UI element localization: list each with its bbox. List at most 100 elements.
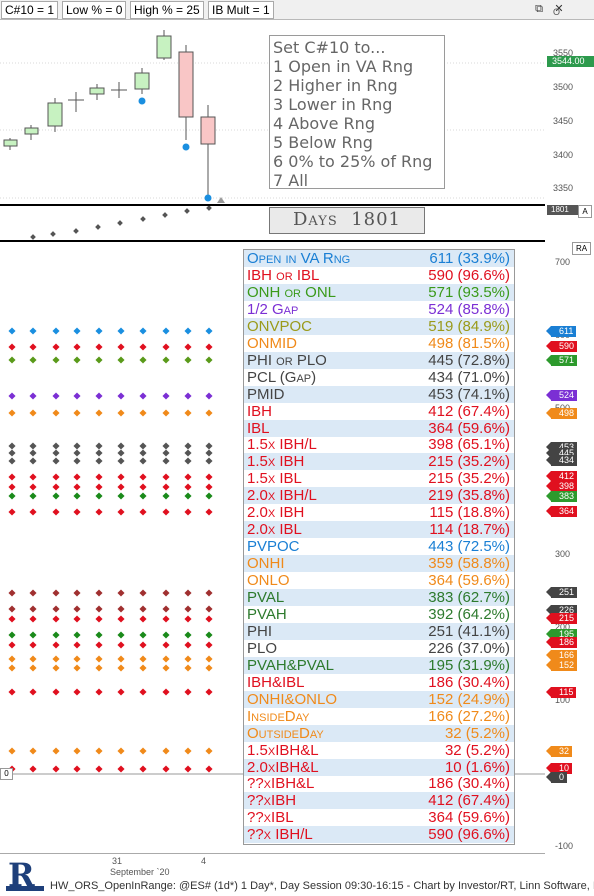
- signal-dot: [162, 409, 170, 417]
- stats-value: 152 (24.9%): [428, 690, 510, 708]
- signal-dot: [162, 615, 170, 623]
- signal-dot: [95, 765, 103, 773]
- value-badge: 524: [545, 390, 578, 401]
- signal-dot: [95, 492, 103, 500]
- toolbar: C#10 = 1 Low % = 0 High % = 25 IB Mult =…: [0, 0, 594, 20]
- param-ib-mult[interactable]: IB Mult = 1: [208, 1, 274, 19]
- stats-label: 2.0x IBL: [247, 521, 302, 539]
- menu-option-below[interactable]: 5 Below Rng: [273, 133, 373, 152]
- investor-rt-logo-icon: R: [6, 856, 44, 894]
- signal-dot: [117, 605, 125, 613]
- value-badge: 152: [545, 660, 578, 671]
- stats-row: IBL 364 (59.6%): [244, 419, 514, 437]
- signal-dot: [95, 641, 103, 649]
- signal-dot: [162, 688, 170, 696]
- stats-value: 453 (74.1%): [428, 385, 510, 403]
- signal-dot: [117, 664, 125, 672]
- signal-dot: [139, 589, 147, 597]
- signal-dot: [184, 327, 192, 335]
- stats-label: ONHI&ONLO: [247, 690, 338, 708]
- signal-dot: [52, 457, 60, 465]
- signal-dot: [52, 655, 60, 663]
- stats-value: 364 (59.6%): [428, 809, 510, 827]
- signal-dot: [184, 343, 192, 351]
- signal-dot: [8, 343, 16, 351]
- stats-label: ??xIBH&L: [247, 775, 315, 793]
- signal-dot: [8, 641, 16, 649]
- stats-value: 251 (41.1%): [428, 622, 510, 640]
- param-c10[interactable]: C#10 = 1: [1, 1, 59, 19]
- signal-dot: [29, 473, 37, 481]
- month-label: September `20: [110, 867, 170, 877]
- close-window-icon[interactable]: ✕: [554, 3, 564, 15]
- signal-dot: [117, 457, 125, 465]
- stats-value: 445 (72.8%): [428, 351, 510, 369]
- stats-row: 2.0x IBL 114 (18.7%): [244, 521, 514, 539]
- signal-dot: [29, 449, 37, 457]
- signal-dot: [29, 765, 37, 773]
- signal-dot: [73, 457, 81, 465]
- signal-dot: [205, 449, 213, 457]
- stats-value: 398 (65.1%): [428, 436, 510, 454]
- value-badge: 412: [545, 471, 578, 482]
- signal-dot: [205, 664, 213, 672]
- signal-dot: [184, 605, 192, 613]
- menu-option-0-25[interactable]: 6 0% to 25% of Rng: [273, 152, 433, 171]
- signal-dot: [139, 747, 147, 755]
- pane-separator[interactable]: [0, 204, 545, 206]
- signal-dot: [73, 327, 81, 335]
- pane-separator[interactable]: [0, 240, 545, 242]
- signal-dot: [117, 641, 125, 649]
- value-badge: 434: [545, 455, 578, 466]
- stats-label: ONLO: [247, 572, 290, 590]
- signal-dot: [29, 392, 37, 400]
- signal-dot: [73, 508, 81, 516]
- signal-dot: [73, 343, 81, 351]
- signal-dot: [73, 473, 81, 481]
- signal-dot: [139, 615, 147, 623]
- stats-row: 1.5xIBH&L 32 (5.2%): [244, 742, 514, 759]
- signal-dot: [117, 483, 125, 491]
- menu-option-above[interactable]: 4 Above Rng: [273, 114, 375, 133]
- signal-dot: [95, 664, 103, 672]
- signal-dot: [52, 343, 60, 351]
- signal-dot: [29, 664, 37, 672]
- signal-dot: [139, 473, 147, 481]
- stats-value: 10 (1.6%): [444, 758, 510, 776]
- value-badge: 364: [545, 506, 578, 517]
- ra-label: RA: [572, 242, 591, 255]
- stats-row: PMID 453 (74.1%): [244, 385, 514, 403]
- signal-dot: [95, 473, 103, 481]
- signal-dot: [117, 631, 125, 639]
- signal-dot: [205, 605, 213, 613]
- signal-dot: [8, 631, 16, 639]
- stats-value: 434 (71.0%): [428, 368, 510, 386]
- stats-label: ??xIBH: [247, 792, 297, 810]
- stats-label: 1.5xIBH&L: [247, 741, 319, 759]
- stats-label: 2.0xIBH&L: [247, 758, 319, 776]
- stats-value: 32 (5.2%): [444, 741, 510, 759]
- signal-dot: [117, 747, 125, 755]
- stats-row: 2.0x IBH 115 (18.8%): [244, 504, 514, 521]
- menu-option-open-in-va[interactable]: 1 Open in VA Rng: [273, 57, 414, 76]
- signal-dot: [8, 655, 16, 663]
- stats-value: 611 (33.9%): [429, 250, 510, 267]
- axis-tick: 100: [555, 695, 571, 705]
- signal-dot: [95, 605, 103, 613]
- stats-value: 412 (67.4%): [428, 402, 510, 420]
- signal-dot: [8, 688, 16, 696]
- param-low-pct[interactable]: Low % = 0: [62, 1, 127, 19]
- menu-option-all[interactable]: 7 All: [273, 171, 309, 190]
- menu-option-lower[interactable]: 3 Lower in Rng: [273, 95, 393, 114]
- signal-dot: [95, 327, 103, 335]
- price-chart[interactable]: [0, 20, 545, 206]
- stats-value: 571 (93.5%): [428, 283, 510, 301]
- signal-dot: [52, 615, 60, 623]
- menu-option-higher[interactable]: 2 Higher in Rng: [273, 76, 398, 95]
- param-high-pct[interactable]: High % = 25: [130, 1, 204, 19]
- signal-dot: [139, 605, 147, 613]
- stats-row: ??xIBL 364 (59.6%): [244, 809, 514, 826]
- stats-row: 1/2 Gap 524 (85.8%): [244, 301, 514, 318]
- signal-dot: [184, 664, 192, 672]
- restore-window-icon[interactable]: ⧉: [535, 3, 543, 15]
